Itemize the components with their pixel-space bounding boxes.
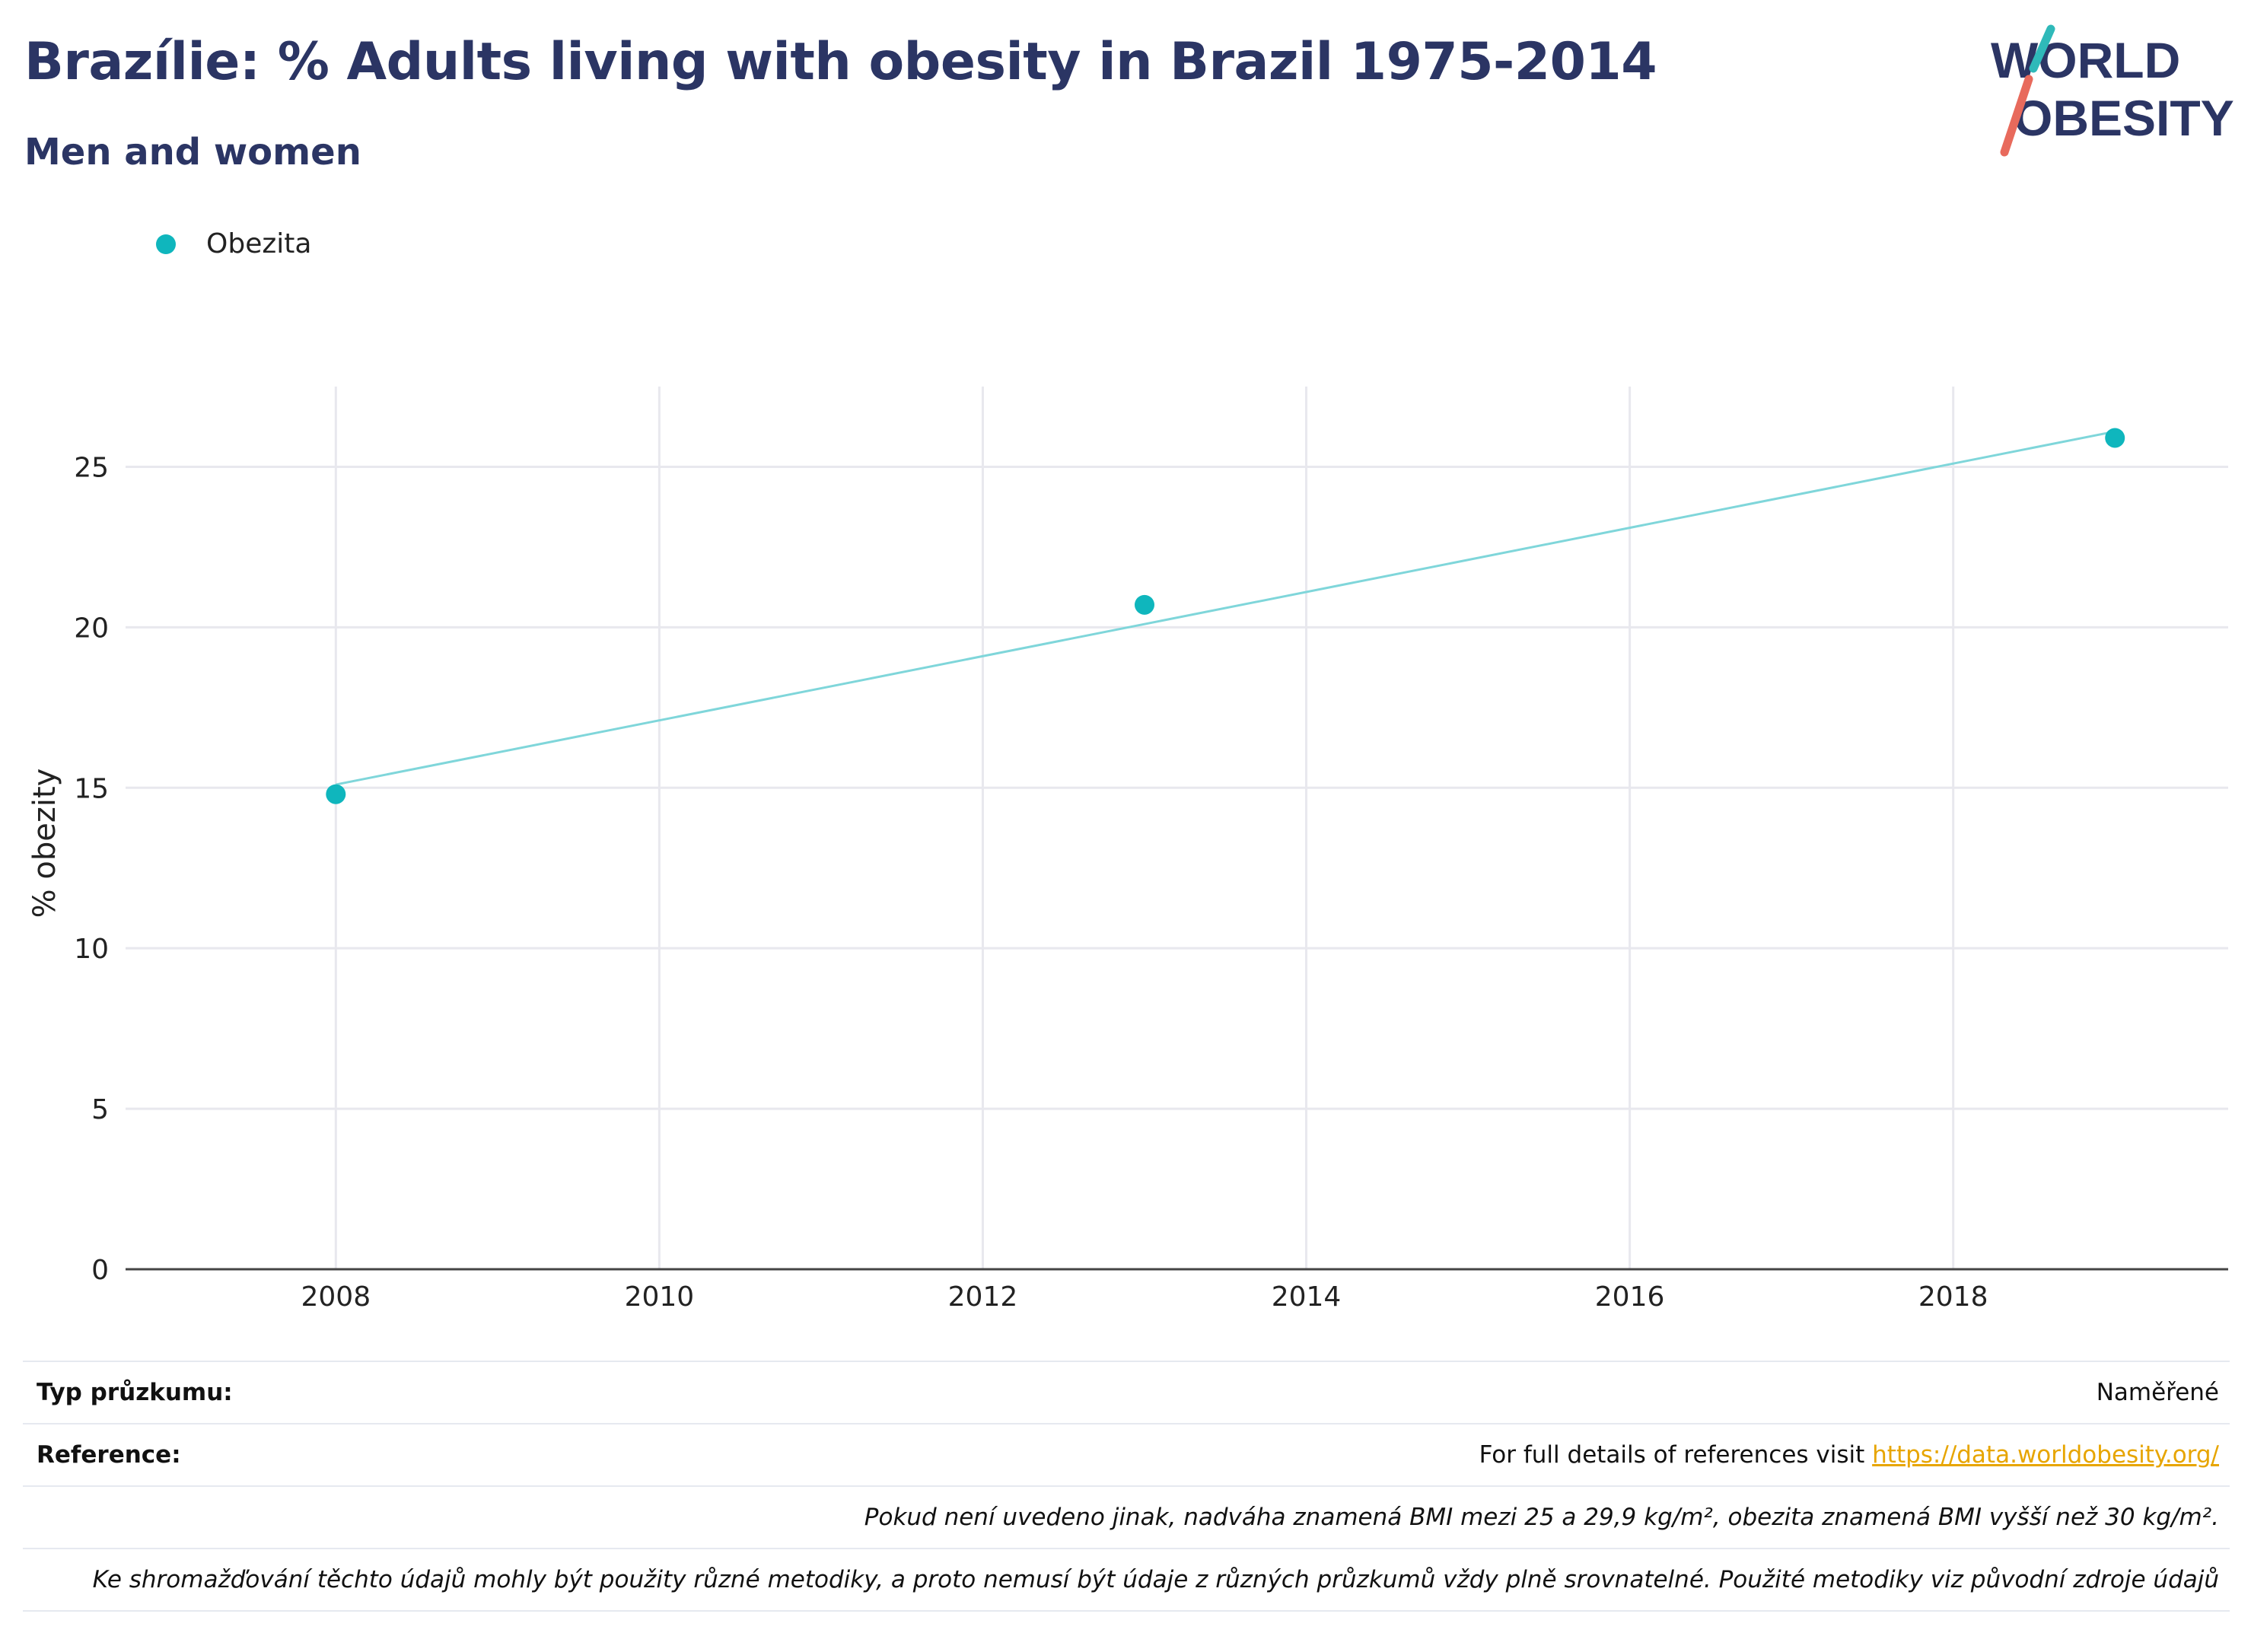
logo-slash-coral bbox=[2000, 75, 2033, 157]
x-tick-label: 2014 bbox=[1272, 1281, 1342, 1313]
y-tick-label: 25 bbox=[74, 452, 109, 483]
x-tick-label: 2018 bbox=[1918, 1281, 1988, 1313]
data-point bbox=[1134, 594, 1154, 615]
y-axis-label: % obezity bbox=[27, 769, 62, 918]
tick-labels: 0 5 10 15 20 25 2008 2010 2012 2014 2016 2018 % obez… bbox=[27, 452, 1988, 1313]
y-tick-label: 15 bbox=[74, 773, 109, 804]
x-tick-label: 2010 bbox=[625, 1281, 695, 1313]
reference-row: Reference: For full details of reference… bbox=[23, 1423, 2230, 1485]
data-points bbox=[326, 428, 2125, 804]
y-tick-label: 10 bbox=[74, 934, 109, 965]
legend-marker bbox=[156, 234, 176, 254]
reference-text: For full details of references visit bbox=[1479, 1441, 1873, 1469]
y-tick-label: 20 bbox=[74, 613, 109, 644]
footer-table: Typ průzkumu: Naměřené Reference: For fu… bbox=[23, 1361, 2230, 1612]
reference-label: Reference: bbox=[37, 1441, 181, 1469]
x-tick-label: 2012 bbox=[948, 1281, 1018, 1313]
survey-type-row: Typ průzkumu: Naměřené bbox=[23, 1361, 2230, 1423]
obesity-chart: 0 5 10 15 20 25 2008 2010 2012 2014 2016 2018 % obez… bbox=[27, 387, 2228, 1313]
chart-subtitle: Men and women bbox=[24, 131, 361, 173]
logo-text-obesity: OBESITY bbox=[2014, 90, 2234, 146]
logo-text-world: WORLD bbox=[1991, 32, 2180, 88]
bmi-note: Pokud není uvedeno jinak, nadváha znamen… bbox=[864, 1504, 2219, 1531]
methodology-note-row: Ke shromažďování těchto údajů mohly být … bbox=[23, 1548, 2230, 1612]
x-tick-label: 2016 bbox=[1595, 1281, 1665, 1313]
legend[interactable]: Obezita bbox=[156, 228, 311, 259]
trendline bbox=[336, 430, 2116, 786]
legend-label: Obezita bbox=[206, 228, 312, 259]
chart-title: Brazílie: % Adults living with obesity i… bbox=[24, 32, 1657, 92]
x-tick-label: 2008 bbox=[301, 1281, 371, 1313]
survey-type-label: Typ průzkumu: bbox=[37, 1379, 233, 1406]
data-point bbox=[2105, 428, 2125, 448]
world-obesity-logo: WORLD OBESITY bbox=[1991, 24, 2234, 157]
y-tick-label: 5 bbox=[91, 1094, 109, 1125]
trendline-segment bbox=[336, 430, 2116, 786]
y-tick-label: 0 bbox=[91, 1255, 109, 1286]
methodology-note: Ke shromažďování těchto údajů mohly být … bbox=[92, 1566, 2219, 1593]
data-point bbox=[326, 784, 346, 804]
logo-slash-teal bbox=[2029, 24, 2055, 73]
bmi-note-row: Pokud není uvedeno jinak, nadváha znamen… bbox=[23, 1485, 2230, 1548]
reference-link[interactable]: https://data.worldobesity.org/ bbox=[1872, 1441, 2219, 1469]
grid bbox=[126, 387, 2228, 1269]
survey-type-value: Naměřené bbox=[2096, 1379, 2219, 1406]
reference-value: For full details of references visit htt… bbox=[1479, 1441, 2219, 1469]
